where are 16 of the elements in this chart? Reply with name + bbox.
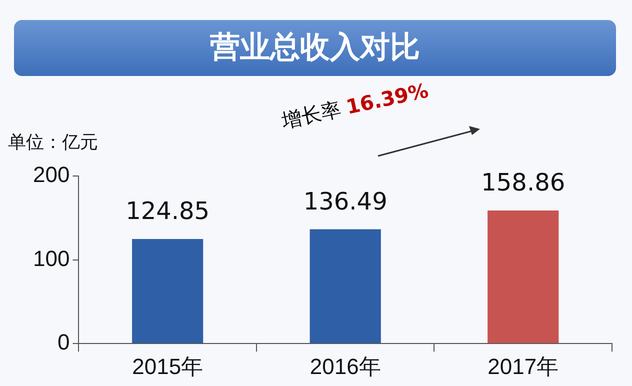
y-tick-label: 200 — [32, 162, 70, 188]
y-tick-label: 100 — [32, 246, 70, 271]
data-label: 136.49 — [303, 187, 388, 216]
chart-title: 营业总收入对比 — [14, 20, 616, 76]
text: 增长率 — [279, 96, 344, 133]
x-tick-label: 2016年 — [310, 354, 381, 379]
bar — [310, 229, 381, 344]
y-tick-label: 0 — [57, 330, 70, 355]
x-tick-label: 2017年 — [488, 354, 559, 379]
y-axis-title: 单位：亿元 — [8, 131, 98, 154]
text: 16.39% — [344, 78, 430, 120]
bar — [132, 238, 204, 344]
data-label: 124.85 — [126, 197, 210, 226]
data-label: 158.86 — [481, 168, 566, 197]
bar — [488, 210, 559, 344]
x-tick-label: 2015年 — [132, 354, 204, 379]
